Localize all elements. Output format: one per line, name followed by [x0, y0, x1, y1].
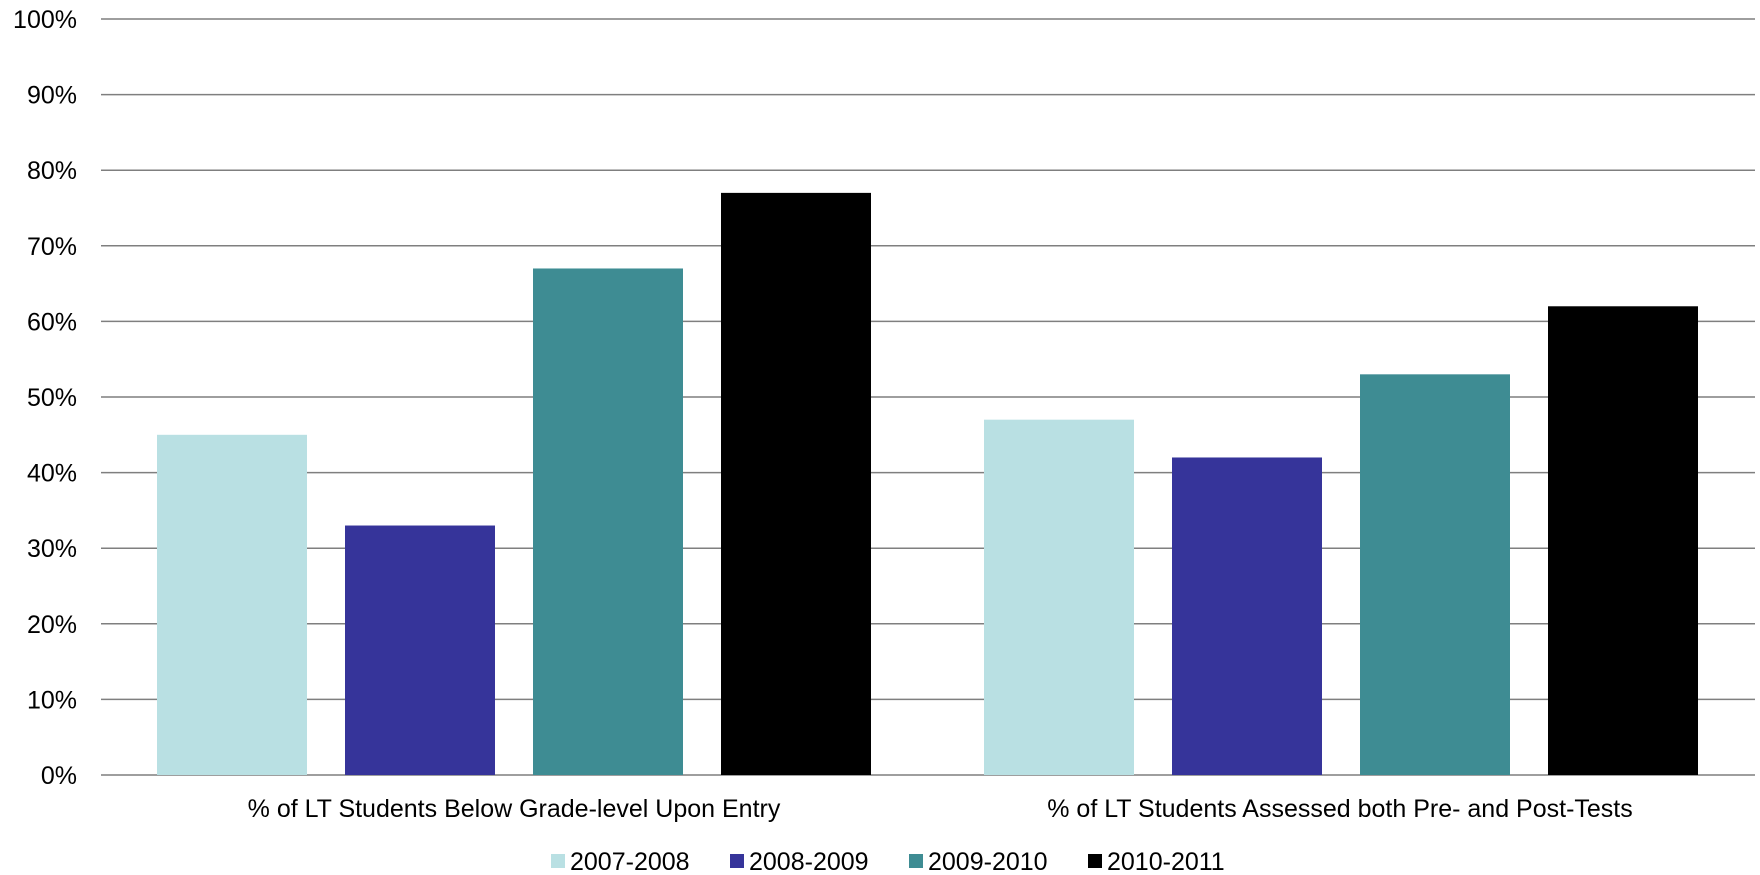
bar-2009-2010-category-0: [533, 268, 683, 775]
bar-2010-2011-category-0: [721, 192, 871, 775]
y-tick-label-80: 80%: [27, 157, 77, 185]
legend-label-0: 2007-2008: [570, 848, 690, 875]
y-tick-label-30: 30%: [27, 535, 77, 563]
legend-swatch-2: [909, 854, 923, 868]
y-tick-label-90: 90%: [27, 82, 77, 110]
legend-item-3: 2010-2011: [1088, 848, 1225, 875]
legend-item-1: 2008-2009: [730, 848, 869, 875]
y-tick-label-10: 10%: [27, 686, 77, 714]
y-tick-label-50: 50%: [27, 384, 77, 412]
bar-2010-2011-category-1: [1548, 306, 1698, 775]
legend: 2007-2008 2008-2009 2009-2010 2010-2011: [551, 848, 1225, 875]
y-axis-tick-labels: 0% 10% 20% 30% 40% 50% 60% 70% 80% 90% 100%: [13, 6, 77, 790]
y-tick-label-100: 100%: [13, 6, 77, 34]
legend-label-3: 2010-2011: [1107, 848, 1225, 875]
legend-swatch-0: [551, 854, 565, 868]
bars: [157, 192, 1698, 775]
y-tick-label-70: 70%: [27, 233, 77, 261]
bar-2008-2009-category-0: [345, 525, 495, 775]
bar-2008-2009-category-1: [1172, 457, 1322, 775]
y-tick-label-60: 60%: [27, 308, 77, 336]
bar-2007-2008-category-1: [984, 419, 1134, 775]
category-labels: % of LT Students Below Grade-level Upon …: [248, 795, 1633, 823]
legend-item-0: 2007-2008: [551, 848, 690, 875]
category-label-0: % of LT Students Below Grade-level Upon …: [248, 795, 781, 823]
legend-label-2: 2009-2010: [928, 848, 1048, 875]
legend-label-1: 2008-2009: [749, 848, 869, 875]
bar-2007-2008-category-0: [157, 434, 307, 775]
y-tick-label-20: 20%: [27, 611, 77, 639]
legend-swatch-1: [730, 854, 744, 868]
legend-swatch-3: [1088, 854, 1102, 868]
legend-item-2: 2009-2010: [909, 848, 1048, 875]
y-tick-label-0: 0%: [41, 762, 77, 790]
y-tick-label-40: 40%: [27, 460, 77, 488]
category-label-1: % of LT Students Assessed both Pre- and …: [1047, 795, 1633, 823]
bar-2009-2010-category-1: [1360, 374, 1510, 775]
